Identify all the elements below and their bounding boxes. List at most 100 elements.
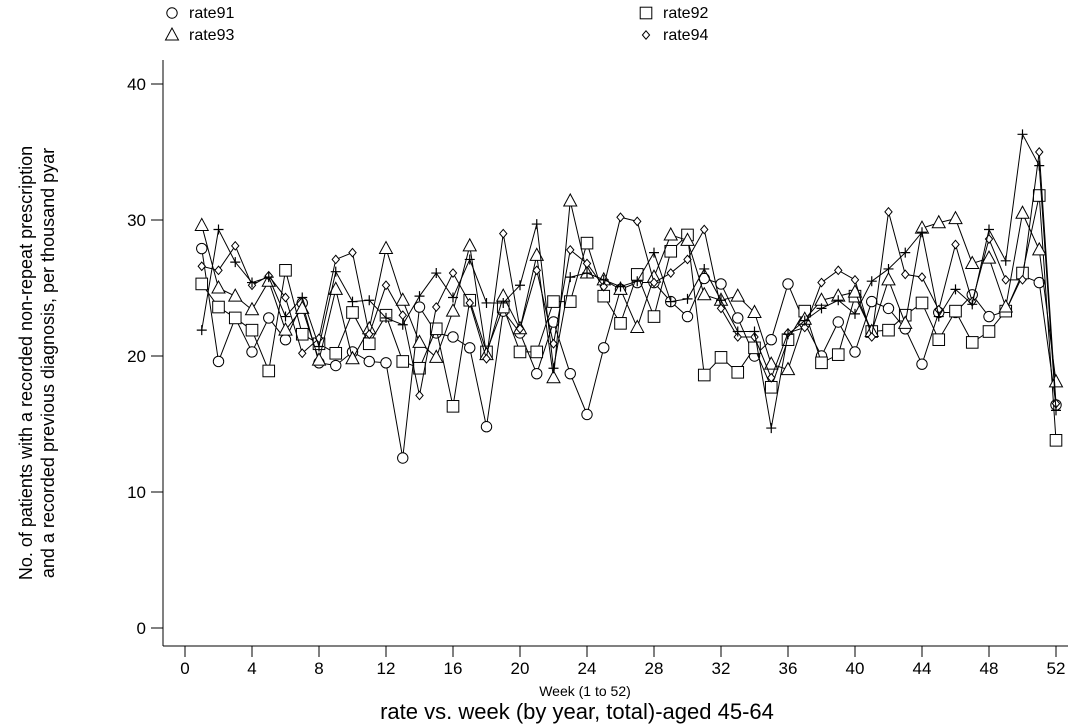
data-point-total: [1017, 129, 1028, 140]
y-tick-label: 30: [127, 211, 146, 230]
data-point-total: [397, 319, 408, 330]
data-point-rate92: [513, 345, 527, 359]
data-point-total: [766, 423, 777, 434]
data-point-rate93: [763, 356, 779, 370]
data-point-total: [783, 329, 793, 340]
data-point-rate91: [916, 358, 928, 370]
data-point-rate94: [917, 272, 927, 283]
x-tick-label: 48: [980, 659, 999, 678]
data-point-rate91: [397, 452, 409, 464]
data-point-rate94: [482, 353, 491, 364]
data-point-rate94: [515, 323, 525, 334]
data-point-rate91: [380, 357, 392, 369]
legend-label: rate92: [663, 5, 708, 22]
data-point-rate92: [262, 364, 276, 378]
data-point-total: [984, 224, 994, 235]
data-point-rate93: [881, 271, 896, 286]
data-point-rate92: [949, 304, 962, 318]
data-point-rate94: [716, 303, 726, 314]
data-point-rate94: [833, 265, 843, 276]
y-tick-label: 40: [127, 75, 146, 94]
data-point-rate92: [212, 300, 225, 314]
data-point-total: [330, 266, 341, 277]
x-tick-label: 36: [779, 659, 798, 678]
legend-item-rate92: rate92: [639, 5, 708, 22]
data-point-rate92: [547, 295, 560, 308]
data-point-total: [866, 276, 877, 287]
data-point-rate94: [666, 268, 676, 279]
data-point-rate92: [1032, 189, 1046, 202]
data-point-rate91: [464, 342, 476, 354]
data-point-rate91: [212, 355, 225, 368]
series-layer: [194, 129, 1064, 464]
data-point-rate94: [448, 268, 458, 279]
data-point-rate92: [597, 289, 611, 303]
data-point-rate92: [731, 366, 745, 379]
data-point-total: [615, 281, 626, 292]
data-point-rate94: [297, 348, 307, 359]
y-tick-label: 20: [127, 347, 146, 366]
data-point-rate94: [431, 302, 441, 313]
data-point-total: [531, 219, 542, 230]
data-point-total: [381, 312, 391, 323]
data-point-rate91: [732, 312, 744, 324]
data-point-rate93: [311, 352, 327, 366]
data-point-total: [649, 247, 659, 258]
x-tick-label: 40: [846, 659, 865, 678]
data-point-rate93: [529, 247, 545, 261]
data-point-rate94: [415, 390, 424, 401]
data-point-rate92: [530, 345, 544, 359]
data-point-rate92: [647, 310, 661, 323]
data-point-rate93: [395, 292, 411, 306]
data-point-rate93: [378, 240, 394, 255]
data-point-rate92: [714, 351, 728, 364]
data-point-rate93: [412, 334, 427, 348]
data-point-total: [716, 295, 726, 306]
series-line-rate94: [201, 151, 1057, 404]
data-point-rate92: [748, 341, 761, 355]
data-point-rate91: [681, 310, 694, 323]
series-total: [196, 129, 1061, 434]
x-tick-label: 32: [712, 659, 731, 678]
data-point-rate94: [348, 247, 357, 258]
data-point-rate94: [582, 258, 592, 269]
y-axis-label-line-1: No. of patients with a recorded non-repe…: [16, 146, 36, 580]
data-point-rate92: [815, 356, 828, 370]
data-point-rate93: [1031, 241, 1047, 256]
data-point-rate94: [281, 292, 290, 303]
data-point-rate94: [549, 338, 558, 349]
chart-title: rate vs. week (by year, total)-aged 45-6…: [380, 699, 774, 724]
data-point-rate92: [195, 277, 209, 291]
data-point-rate91: [263, 312, 275, 324]
data-point-rate92: [965, 336, 979, 349]
data-point-rate94: [230, 240, 240, 251]
data-point-rate92: [329, 346, 343, 360]
data-point-rate92: [882, 323, 895, 337]
data-point-rate94: [900, 269, 910, 280]
legend-item-rate94: rate94: [641, 27, 708, 44]
data-point-rate91: [413, 301, 426, 313]
data-point-total: [230, 257, 241, 268]
data-point-total: [883, 263, 894, 274]
data-point-rate92: [346, 306, 359, 319]
data-point-rate94: [1018, 274, 1027, 285]
data-point-rate92: [563, 295, 577, 308]
data-point-rate91: [765, 333, 777, 346]
data-point-rate94: [398, 310, 408, 321]
x-tick-label: 16: [444, 659, 463, 678]
x-axis-label: Week (1 to 52): [539, 683, 631, 699]
data-point-total: [632, 276, 643, 287]
data-point-rate92: [831, 348, 845, 361]
data-point-rate93: [998, 298, 1014, 313]
data-point-total: [833, 295, 844, 306]
data-point-total: [699, 263, 710, 274]
data-point-rate92: [932, 333, 946, 346]
data-point-rate92: [915, 296, 929, 310]
data-point-total: [850, 308, 860, 319]
x-tick-label: 0: [180, 659, 189, 678]
legend-marker-rate93: [164, 26, 180, 41]
data-point-total: [364, 295, 375, 306]
data-point-rate94: [683, 254, 692, 265]
data-point-rate94: [699, 224, 709, 235]
